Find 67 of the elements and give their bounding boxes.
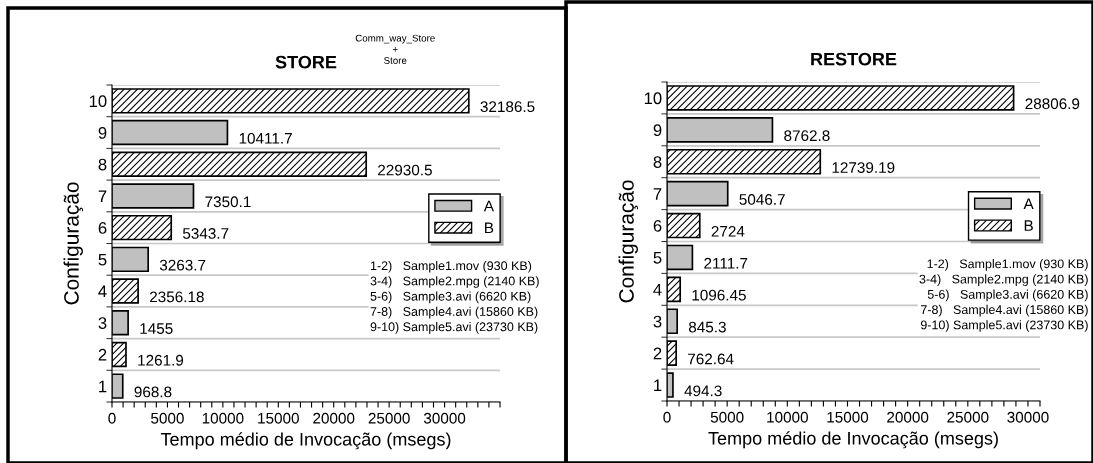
y-axis-title: Configuração — [618, 180, 639, 303]
data-label: 28806.9 — [1025, 98, 1080, 110]
x-axis-title: Tempo médio de Invocação (msegs) — [708, 431, 998, 449]
x-tick-label: 0 — [108, 412, 116, 424]
data-label: 3263.7 — [159, 259, 206, 271]
x-tick-label: 5000 — [710, 411, 744, 423]
data-label: 2356.18 — [150, 291, 204, 303]
x-tick-label: 30000 — [423, 412, 466, 424]
y-tick-label: 3 — [653, 315, 662, 328]
legend-label: B — [1024, 220, 1033, 231]
y-tick-label: 5 — [653, 252, 662, 264]
annotation: 1-2) Sample1.mov (930 KB) 3-4) Sample2.mpg (2140 KB) 5-6) Sample3.avi (6620 KB) 7-8) Sample4.avi (15860 KB) 9-10) Sample5.avi (23730 KB) — [370, 260, 539, 334]
x-tick-label: 20000 — [887, 411, 929, 423]
y-tick-label: 8 — [653, 156, 662, 168]
y-tick-label: 9 — [98, 126, 107, 139]
y-tick-label: 1 — [99, 380, 107, 393]
x-tick-label: 15000 — [258, 412, 299, 424]
y-tick-label: 9 — [653, 124, 662, 137]
data-label: 1096.45 — [692, 289, 746, 301]
y-tick-label: 10 — [644, 92, 662, 105]
x-tick-label: 30000 — [1007, 411, 1049, 423]
x-tick-label: 0 — [663, 411, 671, 423]
y-tick-label: 10 — [89, 95, 107, 108]
data-label: 7350.1 — [205, 196, 251, 208]
annotation: 1-2) Sample1.mov (930 KB) 3-4) Sample2.mpg (2140 KB) 5-6) Sample3.avi (6620 KB) 7-8) Sample4.avi (15860 KB) 9-10) Sample5.avi (23730 KB) — [919, 259, 1088, 332]
x-tick-label: 25000 — [368, 412, 410, 424]
data-label: 1455 — [140, 323, 173, 334]
y-tick-label: 3 — [98, 317, 107, 329]
data-label: 8762.8 — [784, 130, 830, 142]
data-label: 2111.7 — [704, 257, 748, 269]
y-tick-label: 5 — [98, 253, 107, 266]
y-tick-label: 1 — [654, 379, 662, 392]
x-tick-label: 10000 — [767, 411, 808, 423]
legend-label: A — [1023, 198, 1034, 209]
data-label: 845.3 — [688, 321, 726, 333]
x-tick-label: 10000 — [202, 412, 244, 424]
data-label: 1261.9 — [138, 354, 184, 366]
x-tick-label: 25000 — [947, 411, 989, 423]
data-label: 5046.7 — [739, 194, 785, 205]
x-tick-label: 5000 — [151, 412, 184, 424]
chart-title: STORE — [275, 55, 337, 69]
x-tick-label: 15000 — [827, 411, 869, 423]
legend-label: A — [483, 200, 494, 212]
data-label: 762.64 — [688, 353, 734, 365]
data-label: 968.8 — [134, 386, 172, 398]
x-axis-title: Tempo médio de Invocação (msegs) — [160, 432, 451, 450]
data-label: 5343.7 — [182, 228, 229, 239]
chart-title: RESTORE — [811, 52, 897, 66]
y-tick-label: 6 — [98, 222, 107, 234]
y-tick-label: 4 — [653, 283, 662, 296]
legend-label: B — [485, 222, 494, 234]
text: Comm_way_Store + Store — [355, 34, 435, 64]
y-tick-label: 4 — [98, 285, 107, 298]
data-label: 32186.5 — [480, 101, 535, 113]
y-tick-label: 2 — [653, 347, 662, 360]
y-tick-label: 7 — [98, 190, 107, 202]
y-tick-label: 7 — [653, 188, 662, 200]
data-label: 494.3 — [684, 385, 722, 397]
data-label: 10411.7 — [239, 132, 292, 144]
x-tick-label: 20000 — [313, 412, 355, 424]
data-label: 22930.5 — [378, 164, 432, 176]
data-label: 12739.19 — [832, 162, 895, 173]
y-tick-label: 6 — [653, 219, 662, 232]
data-label: 2724 — [711, 225, 745, 237]
y-axis-title: Configuração — [63, 182, 84, 305]
y-tick-label: 8 — [98, 158, 107, 171]
y-tick-label: 2 — [98, 348, 107, 361]
